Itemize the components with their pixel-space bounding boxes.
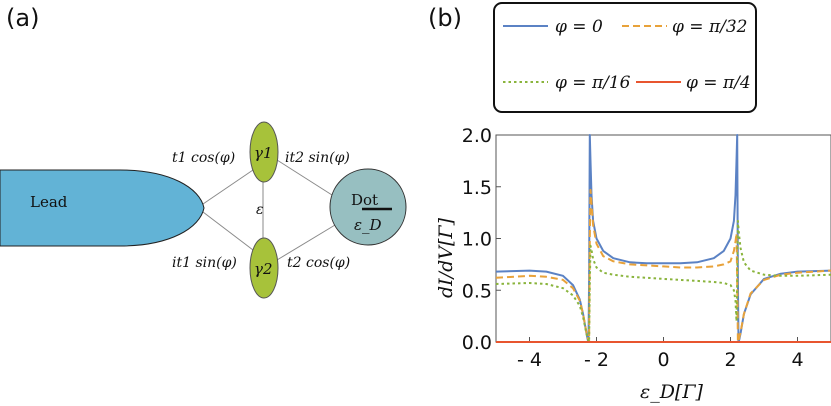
legend-label-phi-pi-32: φ = π/32 bbox=[672, 17, 748, 37]
legend: φ = 0 φ = π/32 φ = π/16 φ = π/4 bbox=[503, 17, 751, 93]
coupling-lines bbox=[202, 159, 341, 261]
x-tick-label: 2 bbox=[724, 349, 736, 371]
x-tick-label: 0 bbox=[657, 349, 669, 371]
legend-box bbox=[493, 2, 757, 113]
y-tick-label: 0.0 bbox=[462, 332, 492, 354]
quantum-dot bbox=[329, 168, 407, 246]
plot-frame bbox=[495, 134, 831, 343]
gamma2-label: γ2 bbox=[254, 260, 273, 278]
line-gamma1-dot bbox=[276, 159, 333, 196]
y-tick-label: 1.5 bbox=[462, 177, 492, 199]
lead-label: Lead bbox=[30, 193, 68, 211]
y-tick-label: 2.0 bbox=[462, 125, 492, 147]
y-tick-label: 0.5 bbox=[462, 280, 492, 302]
y-tick-label: 1.0 bbox=[462, 229, 492, 251]
legend-label-phi-pi-16: φ = π/16 bbox=[555, 73, 631, 93]
series-line-1 bbox=[495, 188, 831, 343]
lead-electrode bbox=[0, 169, 205, 247]
x-tick-label: - 2 bbox=[584, 349, 609, 371]
t1-cos-label: t1 cos(φ) bbox=[172, 150, 235, 166]
y-axis-label: dI/dV[Γ] bbox=[435, 217, 457, 298]
series-line-2 bbox=[495, 219, 831, 343]
line-lead-gamma2 bbox=[202, 211, 254, 251]
series-line-0 bbox=[495, 134, 831, 343]
gamma1-label: γ1 bbox=[254, 144, 273, 162]
legend-label-phi-pi-4: φ = π/4 bbox=[686, 73, 751, 93]
it1-sin-label: it1 sin(φ) bbox=[172, 255, 237, 271]
panel-b-label: (b) bbox=[428, 4, 462, 32]
x-tick-label: 4 bbox=[791, 349, 803, 371]
dot-energy-label: ε_D bbox=[354, 216, 382, 234]
x-axis-label: ε_D[Γ] bbox=[640, 381, 704, 403]
coupling-epsilon-label: ε bbox=[256, 202, 264, 218]
dot-energy-label-text: ε_D bbox=[354, 216, 382, 234]
dot-label: Dot bbox=[351, 191, 378, 209]
majorana-gamma2 bbox=[249, 237, 279, 299]
majorana-gamma1 bbox=[249, 121, 279, 183]
line-gamma2-dot bbox=[276, 221, 341, 261]
axis-ticks: - 4 - 2 0 2 4 0.0 0.5 1.0 1.5 2.0 bbox=[462, 125, 804, 371]
x-tick-label: - 4 bbox=[517, 349, 542, 371]
series-lines bbox=[495, 134, 831, 343]
line-lead-gamma1 bbox=[202, 169, 254, 205]
legend-label-phi-0: φ = 0 bbox=[555, 17, 603, 37]
panel-a-label: (a) bbox=[6, 4, 39, 32]
it2-sin-label: it2 sin(φ) bbox=[285, 150, 350, 166]
t2-cos-label: t2 cos(φ) bbox=[287, 255, 350, 271]
